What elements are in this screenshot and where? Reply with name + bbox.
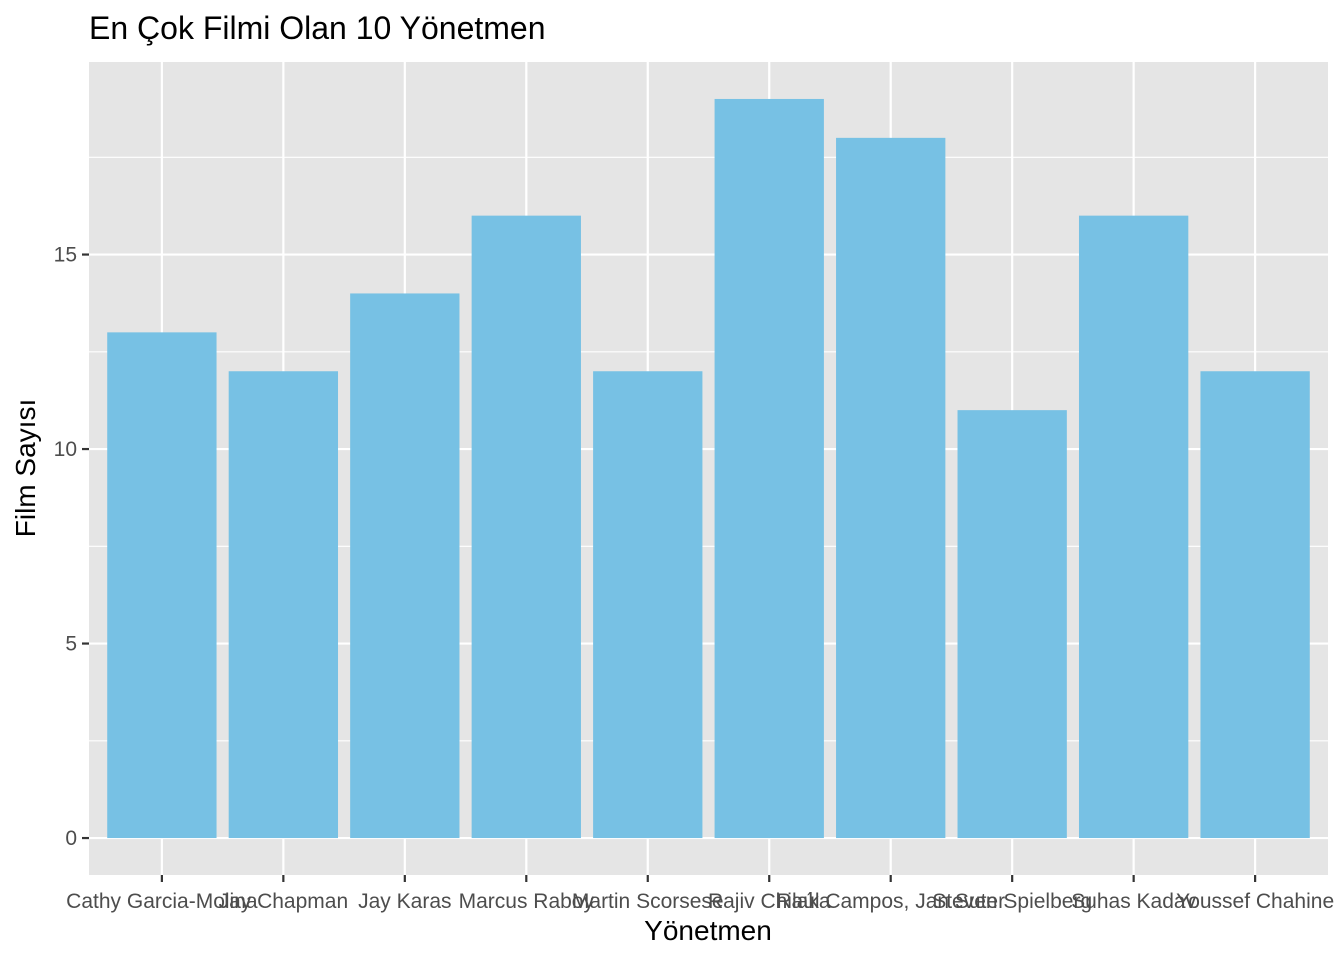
- bar: [107, 332, 217, 839]
- bar: [350, 293, 460, 839]
- x-tick-label: Raúl Campos, Jan Suter: [776, 890, 1005, 913]
- x-tick-label: Marcus Raboy: [459, 890, 595, 913]
- y-axis-title: Film Sayısı: [10, 399, 41, 537]
- x-tick-label: Steven Spielberg: [932, 890, 1092, 913]
- x-tick-label: Martin Scorsese: [572, 890, 724, 913]
- x-tick-label: Cathy Garcia-Molina: [66, 890, 258, 913]
- bar: [1078, 215, 1189, 839]
- bar: [593, 371, 703, 839]
- x-tick-label: Rajiv Chilaka: [708, 890, 831, 913]
- bar: [228, 371, 339, 839]
- bar: [471, 215, 581, 839]
- x-tick-label: Jay Chapman: [219, 890, 349, 913]
- y-tick-label: 5: [65, 633, 77, 656]
- x-tick-label: Youssef Chahine: [1176, 890, 1334, 913]
- y-tick-label: 15: [54, 244, 77, 267]
- x-axis-title: Yönetmen: [644, 915, 772, 946]
- bar: [957, 410, 1067, 839]
- bars: [107, 98, 1310, 839]
- y-tick-label: 0: [65, 827, 77, 850]
- x-tick-label: Suhas Kadav: [1071, 890, 1196, 913]
- bar: [836, 137, 946, 839]
- chart-title: En Çok Filmi Olan 10 Yönetmen: [89, 10, 546, 46]
- x-tick-label: Jay Karas: [358, 890, 451, 913]
- bar: [1200, 371, 1310, 839]
- y-tick-label: 10: [54, 438, 77, 461]
- bar: [714, 98, 824, 839]
- y-axis: 0 5 10 15: [54, 244, 89, 850]
